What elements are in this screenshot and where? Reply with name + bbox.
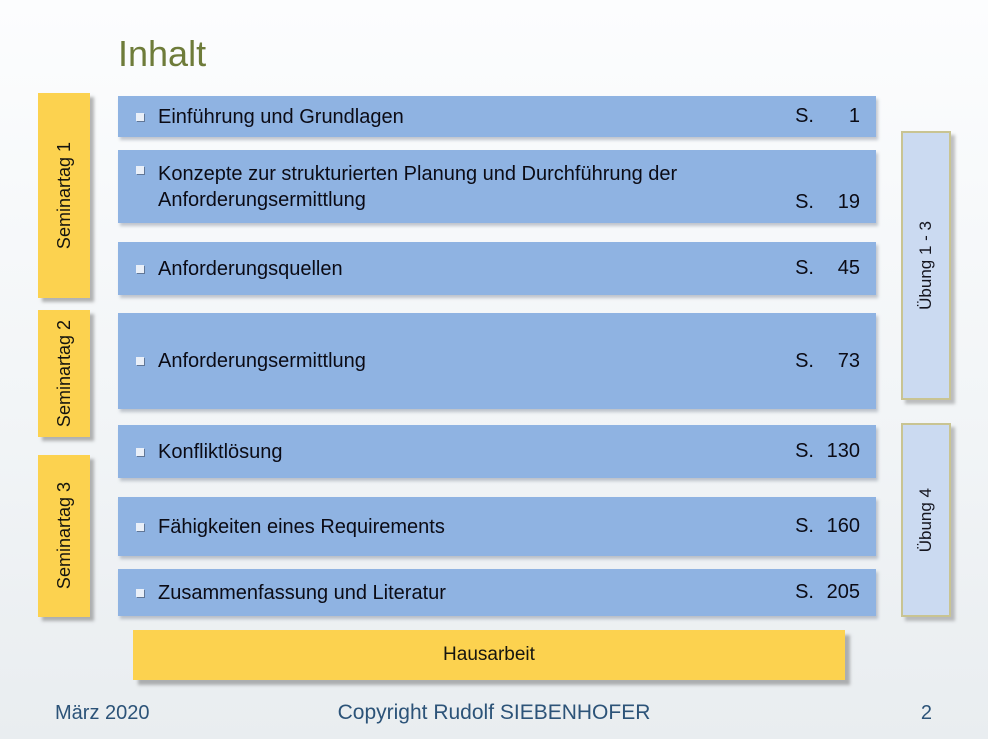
- toc-item-label: Konzepte zur strukturierten Planung und …: [158, 162, 678, 211]
- sidebar-tab-label: Übung 1 - 3: [916, 221, 935, 310]
- toc-page-prefix: S.: [795, 191, 814, 213]
- footer-date: März 2020: [55, 702, 150, 724]
- hausarbeit-bar: Hausarbeit: [133, 630, 845, 680]
- sidebar-tab-seminartag-1: Seminartag 1: [38, 93, 90, 298]
- bullet-square-icon: [136, 166, 144, 174]
- toc-page-number: 205: [826, 581, 860, 603]
- toc-page-prefix: S.: [795, 349, 814, 372]
- sidebar-tab-label: Übung 4: [916, 487, 935, 553]
- toc-page: S. 160: [795, 515, 860, 538]
- bullet-square-icon: [136, 112, 144, 121]
- toc-page-number: 1: [848, 105, 860, 127]
- toc-page-prefix: S.: [795, 105, 814, 127]
- toc-page: S. 130: [795, 440, 860, 463]
- sidebar-tab-uebung-4: Übung 4: [901, 423, 951, 617]
- page-title: Inhalt: [118, 33, 207, 74]
- toc-item-label: Fähigkeiten eines Requirements: [158, 515, 445, 538]
- toc-page-prefix: S.: [795, 515, 814, 537]
- toc-page: S. 45: [795, 257, 860, 280]
- toc-row: Zusammenfassung und Literatur S. 205: [118, 569, 876, 616]
- sidebar-tab-seminartag-2: Seminartag 2: [38, 310, 90, 437]
- toc-row: Fähigkeiten eines Requirements S. 160: [118, 497, 876, 556]
- bullet-square-icon: [136, 357, 144, 365]
- toc-row: Einführung und Grundlagen S. 1: [118, 96, 876, 137]
- toc-row: Anforderungsermittlung S. 73: [118, 313, 876, 409]
- footer-copyright: Copyright Rudolf SIEBENHOFER: [337, 701, 651, 724]
- toc-item-label: Anforderungsquellen: [158, 257, 343, 280]
- sidebar-tab-label: Seminartag 3: [53, 482, 74, 590]
- toc-page: S. 1: [795, 105, 860, 128]
- toc-page-number: 19: [837, 191, 860, 213]
- sidebar-tab-seminartag-3: Seminartag 3: [38, 455, 90, 617]
- toc-page-prefix: S.: [795, 257, 814, 279]
- toc-item-label: Einführung und Grundlagen: [158, 105, 404, 128]
- toc-row: Anforderungsquellen S. 45: [118, 242, 876, 295]
- toc-row: Konzepte zur strukturierten Planung und …: [118, 150, 876, 223]
- toc-page-prefix: S.: [795, 440, 814, 462]
- sidebar-tab-label: Seminartag 2: [53, 319, 74, 428]
- toc-page: S. 73: [795, 350, 860, 373]
- toc-page: S. 205: [795, 581, 860, 604]
- toc-item-label: Zusammenfassung und Literatur: [158, 581, 446, 604]
- sidebar-tab-uebung-1-3: Übung 1 - 3: [901, 131, 951, 400]
- sidebar-tab-label: Seminartag 1: [53, 141, 74, 250]
- bullet-square-icon: [136, 264, 144, 273]
- toc-row: Konfliktlösung S. 130: [118, 425, 876, 478]
- bullet-square-icon: [136, 588, 144, 597]
- toc-page-number: 130: [826, 440, 860, 462]
- bullet-square-icon: [136, 447, 144, 456]
- toc-page: S. 19: [795, 191, 860, 223]
- hausarbeit-label: Hausarbeit: [443, 644, 535, 665]
- toc-page-number: 160: [826, 515, 860, 537]
- toc-page-number: 73: [837, 349, 860, 372]
- toc-page-number: 45: [837, 257, 860, 279]
- toc-item-label: Konfliktlösung: [158, 440, 283, 463]
- toc-page-prefix: S.: [795, 581, 814, 603]
- toc-item-label: Anforderungsermittlung: [158, 350, 366, 372]
- bullet-square-icon: [136, 522, 144, 531]
- footer-page-number: 2: [920, 702, 932, 724]
